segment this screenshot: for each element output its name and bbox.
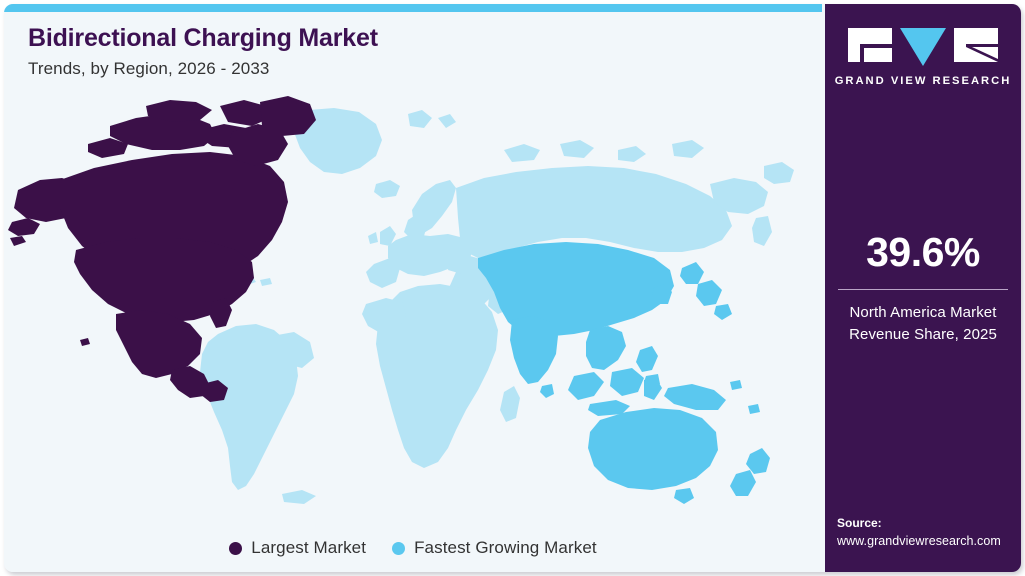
source-block: Source: www.grandviewresearch.com <box>837 514 1021 550</box>
stat-caption-line-1: North America Market <box>849 304 997 321</box>
source-label: Source: <box>837 515 882 530</box>
gvr-logo-icon <box>848 28 998 66</box>
legend-label: Fastest Growing Market <box>414 538 597 557</box>
sidebar-panel: GRAND VIEW RESEARCH 39.6% North America … <box>825 4 1021 572</box>
legend-item-fastest-growing-market: Fastest Growing Market <box>392 538 597 558</box>
stat-divider <box>838 289 1008 290</box>
map-region-other <box>200 108 794 504</box>
stat-value: 39.6% <box>866 229 980 275</box>
legend: Largest Market Fastest Growing Market <box>4 538 822 558</box>
brand-logo: GRAND VIEW RESEARCH <box>825 26 1021 87</box>
source-url[interactable]: www.grandviewresearch.com <box>837 533 1001 548</box>
legend-dot-icon <box>229 541 243 555</box>
title-block: Bidirectional Charging Market Trends, by… <box>28 24 728 79</box>
page-subtitle: Trends, by Region, 2026 - 2033 <box>28 59 270 78</box>
legend-dot-icon <box>392 541 406 555</box>
page-title: Bidirectional Charging Market <box>28 24 378 52</box>
infographic-card: Bidirectional Charging Market Trends, by… <box>4 4 1021 572</box>
legend-item-largest-market: Largest Market <box>229 538 366 558</box>
brand-wordmark: GRAND VIEW RESEARCH <box>834 75 1012 87</box>
stat-block: 39.6% North America Market Revenue Share… <box>825 232 1021 346</box>
map-region-north-america <box>8 96 316 402</box>
top-accent-bar <box>4 4 822 12</box>
map-region-asia-pacific <box>478 242 770 504</box>
stat-caption-line-2: Revenue Share, 2025 <box>849 325 997 343</box>
world-map <box>4 92 822 512</box>
legend-label: Largest Market <box>251 538 367 557</box>
map-panel: Bidirectional Charging Market Trends, by… <box>4 4 822 572</box>
